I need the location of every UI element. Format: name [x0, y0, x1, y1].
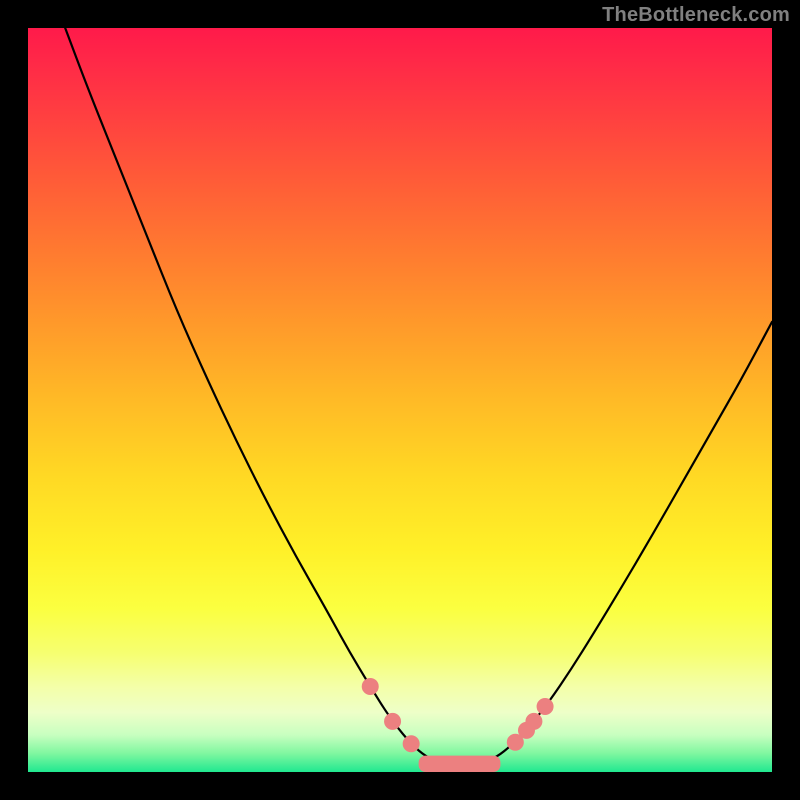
curve-marker — [403, 736, 419, 752]
curve-marker — [537, 699, 553, 715]
bottleneck-chart — [0, 0, 800, 800]
watermark-text: TheBottleneck.com — [602, 4, 790, 27]
curve-marker — [385, 713, 401, 729]
curve-marker — [526, 713, 542, 729]
curve-marker — [362, 678, 378, 694]
chart-frame: TheBottleneck.com — [0, 0, 800, 800]
valley-flat-marker — [419, 756, 501, 772]
